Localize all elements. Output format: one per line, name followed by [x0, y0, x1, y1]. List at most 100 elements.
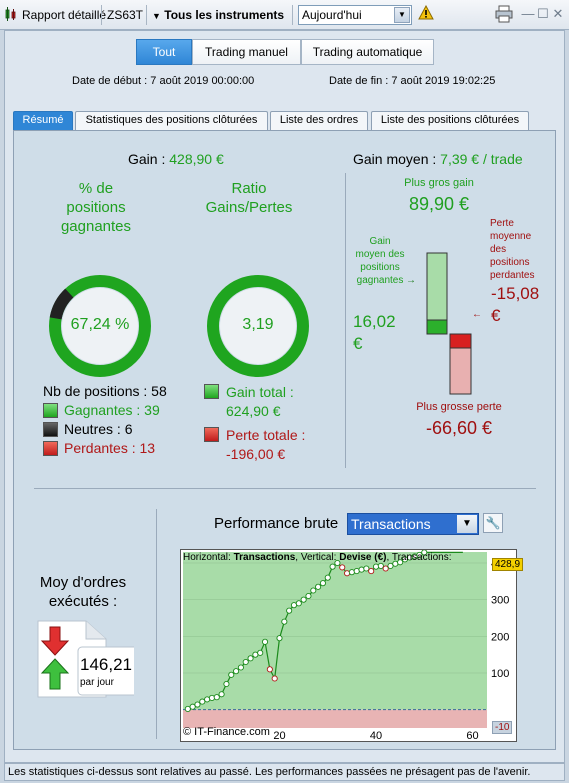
x-tick-label: 60	[466, 730, 478, 741]
mode-tout-button[interactable]: Tout	[136, 39, 192, 65]
tab-orders[interactable]: Liste des ordres	[270, 111, 368, 130]
chart-header-part: , Vertical:	[295, 552, 337, 563]
loss-total-label: Perte totale :	[226, 427, 306, 443]
orders-value: 146,21	[80, 655, 132, 674]
data-point	[199, 698, 206, 705]
data-point	[377, 562, 384, 569]
avg-win-label: Gain moyen des positions gagnantes	[351, 235, 409, 287]
mode-auto-button[interactable]: Trading automatique	[301, 39, 434, 65]
summary-content: Gain : 428,90 € % de positions gagnantes…	[13, 130, 556, 750]
avg-gain-header: Gain moyen : 7,39 € / trade	[353, 151, 523, 167]
avg-win-label-line: moyen des	[355, 249, 405, 260]
chart-candles-icon	[4, 6, 20, 24]
loss-total: Perte totale : -196,00 €	[226, 426, 305, 464]
data-point	[233, 668, 240, 675]
current-value-badge: 428,9	[492, 558, 524, 571]
avg-win-label-line: positions	[360, 262, 400, 273]
perf-selected: Transactions	[351, 516, 431, 532]
close-icon[interactable]: ✕	[552, 6, 564, 21]
chart-header-x: Transactions	[233, 552, 296, 563]
data-point	[228, 671, 235, 678]
avg-loss-label: Perte moyenne des positions perdantes	[490, 217, 534, 282]
avg-gain-label: Gain moyen :	[353, 151, 437, 167]
data-point	[358, 566, 365, 573]
y-tick-label: 300	[491, 595, 509, 607]
warning-icon[interactable]	[418, 4, 434, 23]
period-dropdown[interactable]: Aujourd'hui ▼	[298, 5, 412, 25]
account-button[interactable]: ZS63T	[107, 8, 144, 22]
tab-stats-closed[interactable]: Statistiques des positions clôturées	[75, 111, 268, 130]
negative-badge: -10	[492, 721, 513, 734]
legend-red-swatch	[43, 441, 58, 456]
caret-down-icon: ▼	[152, 11, 161, 21]
settings-wrench-icon[interactable]: 🔧	[483, 513, 503, 533]
avg-loss-label-line: moyenne	[490, 231, 532, 242]
instruments-dropdown[interactable]: ▼ Tous les instruments	[152, 6, 284, 24]
chart-header-part: , Transactions:	[386, 552, 452, 563]
loss-total-value: -196,00 €	[226, 446, 286, 462]
avg-win-number: 16,02	[353, 312, 396, 331]
chevron-down-icon[interactable]: ▼	[394, 7, 410, 23]
data-point	[397, 559, 404, 566]
mode-manual-button[interactable]: Trading manuel	[192, 39, 301, 65]
gain-total: Gain total : 624,90 €	[226, 383, 294, 421]
avg-win-value: 16,02 €	[353, 311, 396, 355]
vertical-divider-bottom	[156, 509, 157, 739]
avg-gain-loss-bars	[426, 252, 472, 395]
ratio-title: Ratio Gains/Pertes	[194, 179, 304, 217]
avg-loss-value: -15,08 €	[491, 283, 539, 327]
avg-win-label-line: gagnantes	[356, 275, 404, 286]
arrow-left-icon: ←	[472, 309, 482, 320]
win-pct-title-line: % de	[78, 180, 114, 197]
data-point	[310, 587, 317, 594]
data-point	[348, 569, 355, 576]
data-point	[281, 618, 288, 625]
y-tick-label: 200	[491, 631, 509, 643]
data-point	[286, 607, 293, 614]
instruments-label: Tous les instruments	[164, 8, 285, 22]
perf-dropdown[interactable]: Transactions ▼	[347, 513, 479, 535]
data-point	[257, 649, 264, 656]
print-icon[interactable]	[494, 5, 514, 23]
win-pct-title-line: positions	[66, 199, 126, 216]
tab-closed-positions[interactable]: Liste des positions clôturées	[371, 111, 529, 130]
end-date: Date de fin : 7 août 2019 19:02:25	[329, 75, 496, 87]
data-point	[247, 655, 254, 662]
orders-unit: par jour	[80, 677, 114, 688]
minimize-icon[interactable]: —	[521, 6, 535, 21]
vertical-divider	[345, 173, 346, 468]
avg-win-currency: €	[353, 334, 363, 353]
data-point	[242, 658, 249, 666]
data-point	[372, 563, 380, 570]
toolbar: Rapport détaillé ZS63T ▼ Tous les instru…	[0, 0, 569, 30]
avg-loss-number: -15,08	[491, 284, 540, 303]
data-point	[382, 565, 389, 572]
ratio-title-line: Ratio	[231, 180, 267, 197]
start-date: Date de début : 7 août 2019 00:00:00	[72, 75, 255, 87]
data-point	[363, 565, 370, 572]
horizontal-divider	[34, 488, 536, 489]
data-point	[208, 694, 216, 701]
gain-total-swatch	[204, 384, 219, 399]
perf-label: Performance brute	[214, 515, 339, 532]
data-point	[344, 570, 351, 577]
maximize-icon[interactable]: ☐	[537, 6, 549, 21]
tab-resume[interactable]: Résumé	[13, 111, 73, 130]
chart-header-y: Devise (€)	[339, 552, 387, 563]
loss-total-swatch	[204, 427, 219, 442]
orders-title-line: exécutés :	[48, 593, 118, 610]
gain-total-label: Gain total :	[226, 384, 294, 400]
data-point	[237, 664, 244, 671]
avg-loss-label-line: perdantes	[490, 270, 535, 281]
data-point	[319, 580, 326, 587]
avg-loss-label-line: positions	[490, 257, 530, 268]
data-point	[218, 691, 225, 698]
best-gain-value: 89,90 €	[408, 194, 470, 214]
chevron-down-icon[interactable]: ▼	[457, 515, 477, 533]
chart-header: Horizontal: Transactions, Vertical: Devi…	[183, 552, 452, 563]
ratio-value: 3,19	[242, 316, 274, 333]
report-button[interactable]: Rapport détaillé	[22, 8, 107, 22]
x-tick-label: 40	[370, 730, 382, 741]
